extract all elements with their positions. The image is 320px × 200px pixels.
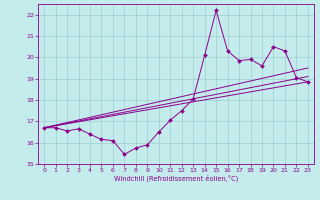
X-axis label: Windchill (Refroidissement éolien,°C): Windchill (Refroidissement éolien,°C) xyxy=(114,174,238,182)
